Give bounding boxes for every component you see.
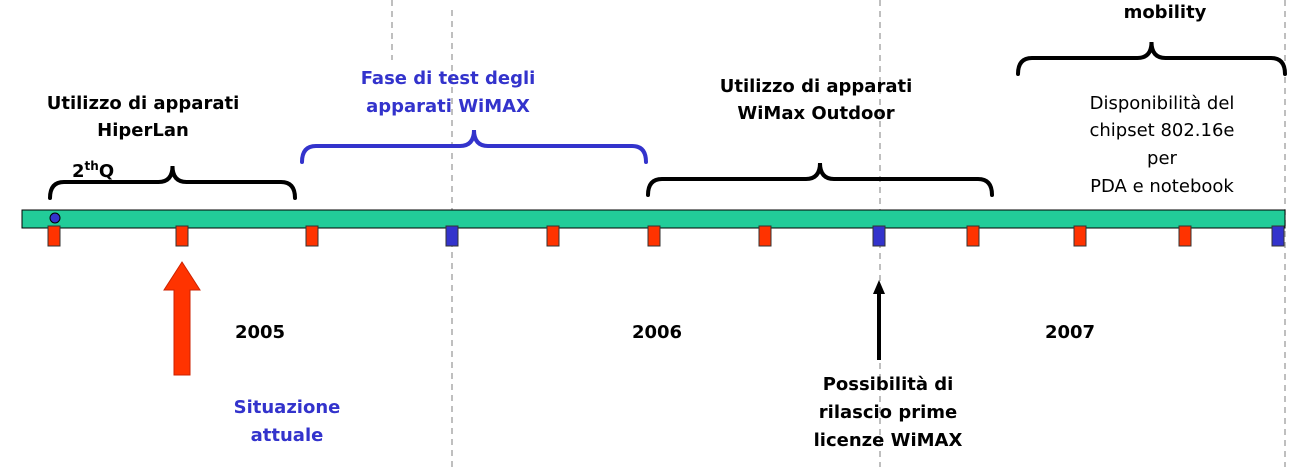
license-label: rilascio prime	[819, 402, 957, 423]
license-label: licenze WiMAX	[814, 430, 963, 451]
tick-marker	[47, 225, 61, 247]
tick-marker	[966, 225, 980, 247]
tick-marker	[647, 225, 661, 247]
brace	[1016, 41, 1287, 76]
mobility-text: per	[1147, 148, 1178, 169]
timeline-bar	[21, 209, 1286, 229]
tick-marker	[445, 225, 459, 247]
mobility-text: PDA e notebook	[1090, 176, 1234, 197]
phase-label: Fase di test degli	[361, 68, 536, 89]
tick-marker	[758, 225, 772, 247]
brace	[300, 129, 648, 164]
phase-label: apparati WiMAX	[366, 96, 530, 117]
license-arrow	[873, 280, 885, 360]
current-label: Situazione	[234, 397, 341, 418]
year-label: 2005	[235, 322, 285, 343]
year-label: 2006	[632, 322, 682, 343]
phase-label: Utilizzo di apparati	[720, 76, 913, 97]
quarter-label: 2thQ	[72, 159, 114, 183]
tick-marker	[1178, 225, 1192, 247]
start-dot	[49, 212, 61, 224]
license-label: Possibilità di	[823, 374, 954, 395]
mobility-title: mobility	[1124, 2, 1207, 23]
phase-label: WiMax Outdoor	[737, 103, 894, 124]
mobility-text: chipset 802.16e	[1089, 120, 1234, 141]
phase-label: HiperLan	[97, 120, 189, 141]
quarter-suffix: th	[85, 159, 99, 173]
current-label: attuale	[251, 425, 324, 446]
brace	[48, 165, 297, 200]
phase-label: Utilizzo di apparati	[47, 93, 240, 114]
mobility-text: Disponibilità del	[1090, 93, 1235, 114]
tick-marker	[546, 225, 560, 247]
tick-marker	[305, 225, 319, 247]
tick-marker	[175, 225, 189, 247]
layout	[21, 0, 1287, 467]
tick-marker	[872, 225, 886, 247]
quarter-letter: Q	[99, 161, 114, 182]
year-label: 2007	[1045, 322, 1095, 343]
tick-marker	[1271, 225, 1285, 247]
brace	[646, 162, 994, 197]
quarter-number: 2	[72, 161, 85, 182]
current-arrow	[163, 261, 201, 376]
tick-marker	[1073, 225, 1087, 247]
